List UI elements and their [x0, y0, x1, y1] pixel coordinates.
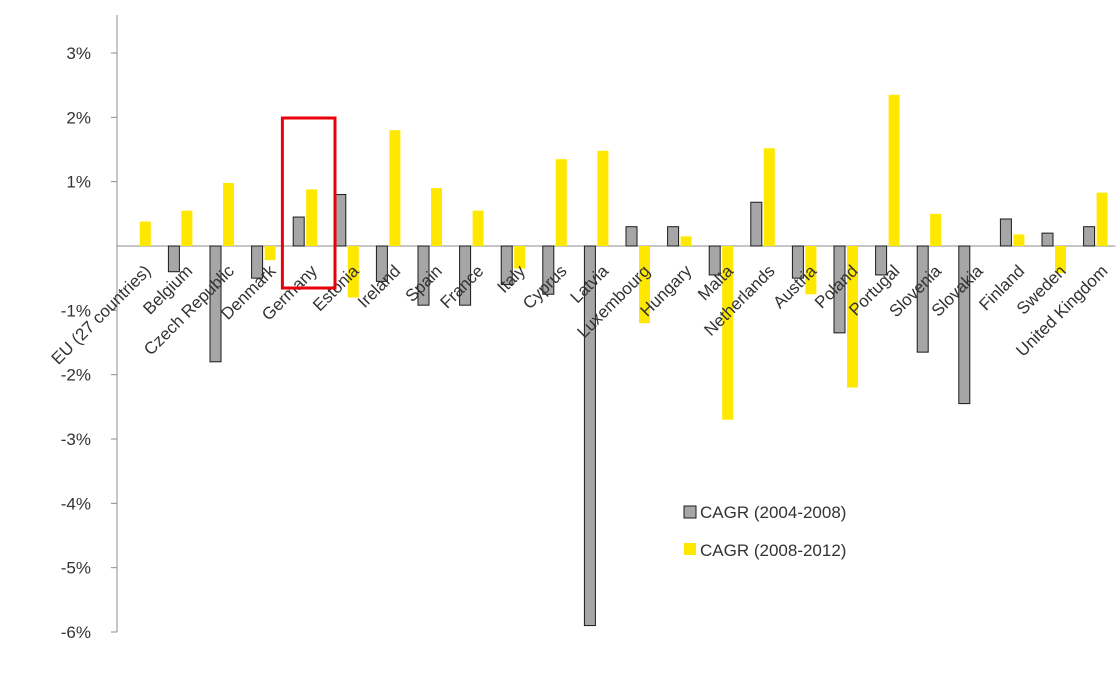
bar-cagr-2008-2012-portugal	[888, 94, 900, 246]
bar-cagr-2004-2008-czech-republic	[209, 245, 222, 363]
legend: CAGR (2004-2008) CAGR (2008-2012)	[683, 503, 846, 560]
bar-cagr-2008-2012-united-kingdom	[1096, 192, 1108, 246]
bar-cagr-2008-2012-sweden	[1055, 246, 1066, 274]
bar-cagr-2004-2008-belgium	[167, 245, 180, 273]
bar-cagr-2008-2012-latvia	[597, 150, 609, 246]
bar-cagr-2004-2008-poland	[833, 245, 846, 334]
bar-cagr-2008-2012-slovenia	[930, 213, 942, 246]
y-tick-label: 3%	[66, 44, 91, 63]
bar-cagr-2008-2012-cyprus	[555, 159, 567, 246]
bar-cagr-2008-2012-france	[472, 210, 484, 246]
bar-cagr-2004-2008-finland	[999, 218, 1012, 247]
bar-cagr-2004-2008-france	[459, 245, 472, 306]
legend-swatch-cagr-2004-2008	[683, 505, 697, 519]
bar-cagr-2004-2008-spain	[417, 245, 430, 306]
bar-cagr-2004-2008-portugal	[875, 245, 888, 276]
bar-cagr-2008-2012-estonia	[347, 246, 359, 298]
bar-cagr-2004-2008-italy	[500, 245, 513, 286]
y-tick-label: -1%	[61, 301, 91, 320]
bar-cagr-2008-2012-italy	[514, 246, 526, 269]
bar-cagr-2008-2012-austria	[805, 246, 817, 295]
bar-cagr-2008-2012-belgium	[181, 210, 193, 246]
bars	[139, 94, 1108, 627]
y-tick-label: -3%	[61, 430, 91, 449]
highlight	[280, 116, 337, 290]
bar-cagr-2004-2008-hungary	[667, 226, 680, 247]
legend-label-cagr-2004-2008: CAGR (2004-2008)	[700, 503, 846, 522]
bar-cagr-2004-2008-germany	[292, 216, 305, 247]
y-tick-label: -5%	[61, 559, 91, 578]
y-tick-label: -2%	[61, 366, 91, 385]
bar-cagr-2004-2008-united-kingdom	[1083, 226, 1096, 247]
bar-cagr-2004-2008-malta	[708, 245, 721, 276]
y-tick-label: -4%	[61, 494, 91, 513]
bar-cagr-2004-2008-austria	[791, 245, 804, 279]
bar-cagr-2008-2012-poland	[847, 246, 858, 388]
bar-cagr-2008-2012-eu-27-countries	[139, 221, 151, 246]
bar-cagr-2008-2012-spain	[431, 188, 442, 246]
bar-cagr-2008-2012-czech-republic	[223, 182, 234, 246]
bar-cagr-2004-2008-cyprus	[542, 245, 555, 295]
bar-cagr-2004-2008-ireland	[375, 245, 388, 282]
bar-cagr-2004-2008-luxembourg	[625, 226, 638, 247]
bar-cagr-2008-2012-netherlands	[763, 148, 775, 246]
bar-cagr-2008-2012-germany	[306, 189, 318, 246]
bar-cagr-2004-2008-denmark	[251, 245, 264, 279]
bar-cagr-2008-2012-denmark	[264, 246, 276, 261]
legend-label-cagr-2008-2012: CAGR (2008-2012)	[700, 541, 846, 560]
bar-cagr-2008-2012-malta	[722, 246, 734, 420]
y-tick-label: 2%	[66, 108, 91, 127]
bar-cagr-2008-2012-luxembourg	[639, 246, 650, 324]
bar-cagr-2004-2008-slovakia	[958, 245, 971, 405]
bar-cagr-2004-2008-sweden	[1041, 232, 1054, 247]
y-tick-label: 1%	[66, 173, 91, 192]
bar-cagr-2008-2012-ireland	[389, 130, 401, 246]
highlight-box	[280, 116, 337, 290]
bar-cagr-2004-2008-netherlands	[750, 201, 763, 247]
y-tick-label: -6%	[61, 623, 91, 642]
bar-cagr-2008-2012-finland	[1013, 234, 1025, 246]
bar-cagr-2004-2008-slovenia	[916, 245, 929, 353]
legend-swatch-cagr-2008-2012	[684, 543, 696, 555]
bar-cagr-2004-2008-latvia	[583, 245, 596, 627]
bar-cagr-2008-2012-hungary	[680, 236, 692, 246]
